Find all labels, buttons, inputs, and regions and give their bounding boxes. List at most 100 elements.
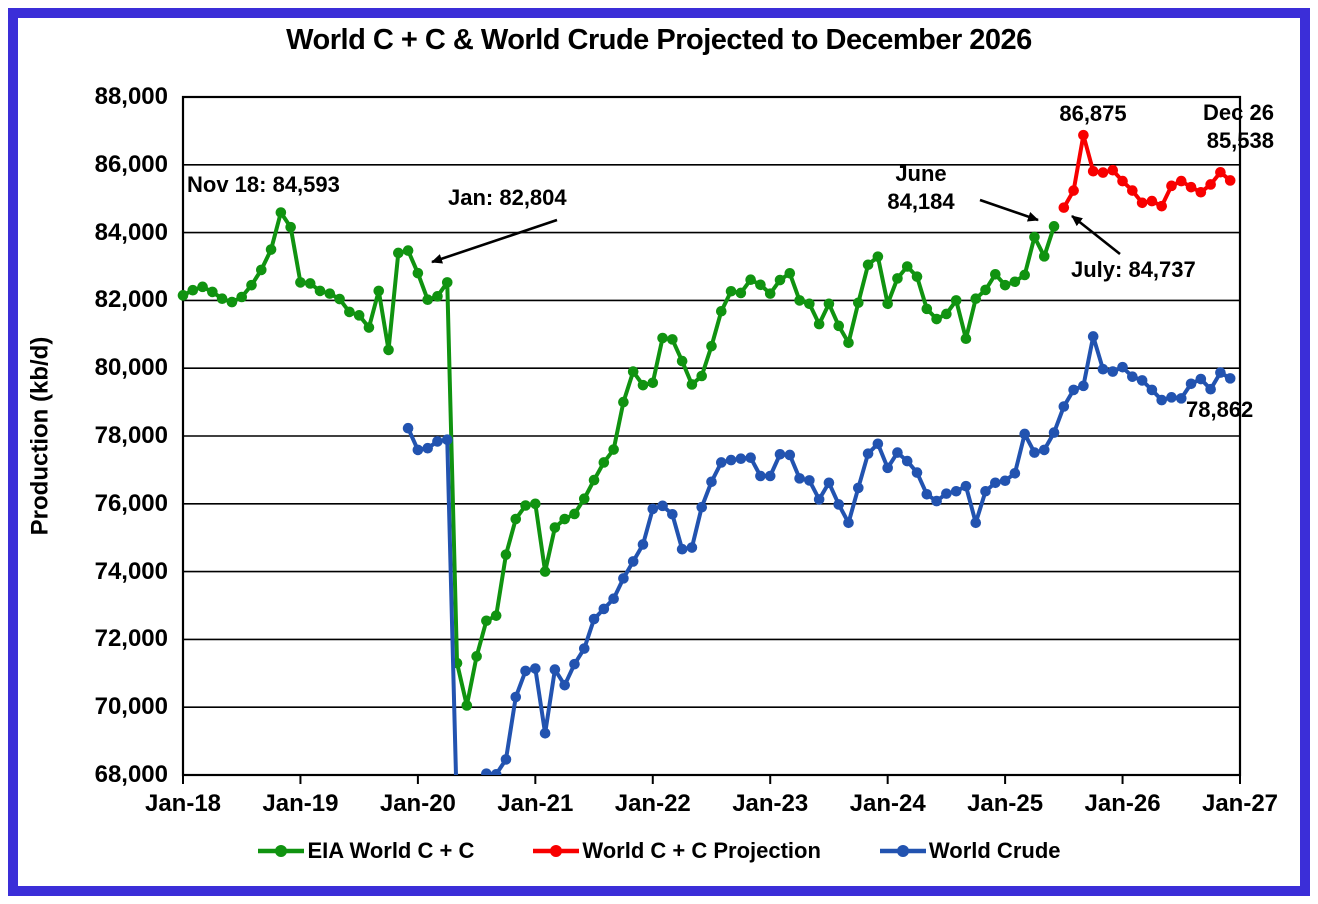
data-point	[931, 313, 942, 325]
data-point	[1175, 175, 1187, 187]
data-point	[960, 480, 972, 492]
y-tick-label: 72,000	[94, 625, 168, 653]
data-point	[970, 517, 982, 529]
x-tick-label: Jan-21	[497, 790, 574, 817]
data-point	[823, 477, 835, 489]
legend-item-world-cc-projection: World C + C Projection	[532, 838, 821, 864]
data-point	[853, 297, 864, 309]
annotation-jun25: June 84,184	[887, 161, 955, 214]
data-point	[1146, 384, 1158, 396]
data-point	[911, 467, 923, 478]
data-point	[432, 291, 443, 302]
data-point	[745, 274, 756, 286]
data-point	[735, 453, 747, 465]
data-point	[657, 500, 668, 512]
data-point	[1136, 197, 1148, 209]
data-point	[393, 247, 404, 259]
data-point	[441, 434, 453, 446]
data-point	[598, 457, 610, 468]
y-tick-label: 68,000	[94, 761, 168, 788]
data-point	[715, 305, 727, 317]
annotation-jul25: July: 84,737	[1071, 257, 1196, 282]
data-point	[941, 488, 952, 499]
y-tick-label: 86,000	[94, 150, 168, 178]
data-point	[667, 334, 678, 345]
data-point	[441, 277, 453, 288]
data-point	[432, 436, 443, 447]
data-point	[324, 288, 336, 299]
arrow-jun25	[979, 198, 1039, 222]
data-point	[314, 285, 326, 297]
annotation-blue-end: 78,862	[1186, 397, 1254, 422]
data-point	[804, 298, 815, 310]
data-point	[667, 509, 678, 520]
data-point	[530, 498, 541, 510]
data-point	[265, 244, 277, 255]
annotation-dec26: Dec 26 85,538	[1203, 100, 1274, 153]
y-tick-label: 80,000	[94, 354, 168, 382]
y-tick-label: 88,000	[94, 83, 168, 110]
data-point	[402, 245, 414, 256]
data-point	[373, 285, 385, 297]
data-point	[637, 539, 649, 550]
data-point	[823, 298, 835, 310]
data-point	[608, 593, 619, 605]
data-point	[510, 513, 522, 525]
data-point	[686, 379, 698, 390]
data-point	[1087, 331, 1099, 342]
data-point	[813, 494, 825, 505]
data-point	[764, 470, 776, 482]
data-point	[813, 318, 825, 330]
data-point	[1205, 383, 1216, 395]
data-point	[931, 495, 942, 507]
data-point	[892, 447, 903, 458]
data-point	[1058, 401, 1070, 412]
data-point	[1146, 195, 1158, 207]
data-point	[1195, 186, 1207, 198]
data-point	[353, 310, 365, 321]
data-point	[774, 449, 786, 460]
data-point	[608, 444, 619, 455]
data-point	[627, 366, 639, 377]
data-point	[921, 303, 933, 315]
data-point	[647, 503, 659, 515]
data-point	[941, 308, 952, 320]
data-point	[295, 277, 306, 288]
data-point	[706, 340, 717, 352]
x-tick-label: Jan-20	[379, 790, 456, 817]
y-tick-label: 78,000	[94, 422, 168, 449]
y-tick-label: 74,000	[94, 557, 168, 585]
data-point	[1038, 251, 1050, 262]
data-point	[588, 613, 600, 625]
data-point	[510, 691, 522, 703]
data-point	[980, 485, 991, 497]
data-point	[637, 379, 649, 391]
data-point	[1097, 363, 1109, 375]
data-point	[216, 293, 228, 305]
data-point	[1019, 269, 1030, 281]
chart-title: World C + C & World Crude Projected to D…	[286, 24, 1032, 56]
data-point	[676, 355, 688, 367]
data-point	[921, 489, 933, 500]
data-point	[1058, 202, 1070, 213]
data-point	[412, 444, 424, 456]
data-point	[1195, 373, 1207, 385]
data-point	[882, 462, 893, 474]
data-point	[481, 768, 492, 775]
data-point	[285, 221, 296, 233]
x-tick-label: Jan-18	[144, 790, 222, 817]
data-point	[1224, 175, 1236, 186]
data-point	[990, 477, 1001, 489]
x-tick-label: Jan-25	[967, 790, 1044, 817]
data-point	[490, 769, 502, 775]
data-point	[1175, 393, 1187, 404]
data-point	[1078, 380, 1089, 392]
legend-marker-blue-icon	[879, 845, 926, 857]
data-point	[735, 287, 747, 299]
data-point	[833, 320, 845, 332]
x-tick-label: Jan-19	[262, 790, 339, 817]
data-point	[1117, 361, 1128, 373]
data-point	[872, 251, 884, 262]
data-point	[696, 501, 708, 513]
